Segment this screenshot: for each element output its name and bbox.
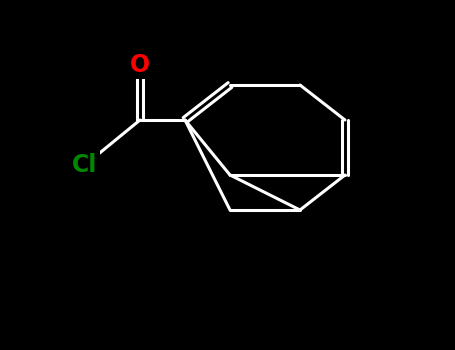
Text: O: O bbox=[130, 53, 150, 77]
Text: Cl: Cl bbox=[72, 153, 98, 177]
